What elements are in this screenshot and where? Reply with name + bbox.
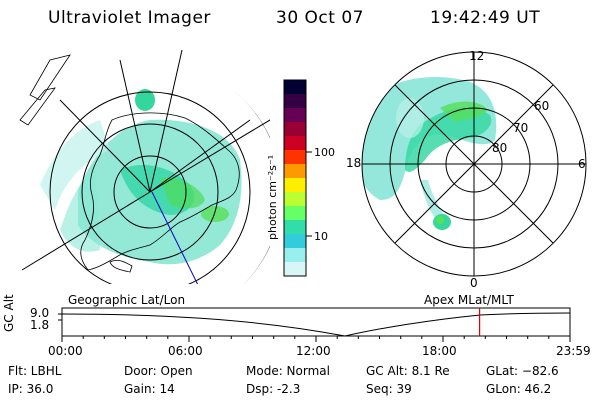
colorbar-cell xyxy=(284,164,306,179)
colorbar: 100 10 photon cm⁻²s⁻¹ xyxy=(266,79,335,277)
geographic-meridians xyxy=(21,49,270,271)
colorbar-cell xyxy=(284,192,306,207)
aurora-emission-mlt xyxy=(362,77,497,230)
geographic-map xyxy=(19,49,270,284)
glon-status: GLon: 46.2 xyxy=(486,382,552,396)
gc-alt-status: GC Alt: 8.1 Re xyxy=(366,364,450,378)
colorbar-unit-label: photon cm⁻²s⁻¹ xyxy=(266,155,279,240)
colorbar-cell xyxy=(284,136,306,151)
colorbar-cell xyxy=(284,220,306,235)
mlt-noon-label: 12 xyxy=(469,49,484,63)
instrument-title: Ultraviolet Imager xyxy=(48,8,211,28)
gc-alt-axis-label: GC Alt xyxy=(2,294,16,332)
ip-status: IP: 36.0 xyxy=(8,382,54,396)
door-status: Door: Open xyxy=(124,364,193,378)
x-tick-2359: 23:59 xyxy=(556,344,591,358)
x-tick-0000: 00:00 xyxy=(48,344,83,358)
colorbar-tick-100: 100 xyxy=(314,146,335,159)
apex-mlat-mlt-label: Apex MLat/MLT xyxy=(424,293,514,307)
y-tick-9: 9.0 xyxy=(30,306,50,320)
mlt-midnight-label: 0 xyxy=(470,276,478,290)
time-label: 19:42:49 UT xyxy=(430,8,541,28)
mlat-label-60: 60 xyxy=(534,99,549,113)
colorbar-cell xyxy=(284,80,306,95)
altitude-curve xyxy=(61,312,571,337)
x-tick-0600: 06:00 xyxy=(168,344,203,358)
colorbar-cell xyxy=(284,206,306,221)
mlat-label-70: 70 xyxy=(513,121,528,135)
x-tick-1800: 18:00 xyxy=(422,344,457,358)
colorbar-cell xyxy=(284,122,306,137)
coastline-outline xyxy=(19,54,240,273)
noon-meridian-line xyxy=(151,191,199,284)
altitude-timeline xyxy=(58,307,571,342)
mode-status: Mode: Normal xyxy=(246,364,330,378)
seq-status: Seq: 39 xyxy=(366,382,412,396)
aurora-emission-geographic xyxy=(40,89,242,265)
y-tick-1-8: 1.8 xyxy=(30,318,50,332)
mlt-polar-plot: 12 0 18 6 60 70 80 xyxy=(346,49,587,290)
gain-status: Gain: 14 xyxy=(124,382,175,396)
colorbar-cell xyxy=(284,94,306,109)
x-tick-1200: 12:00 xyxy=(296,344,331,358)
colorbar-cell xyxy=(284,248,306,263)
mlat-label-80: 80 xyxy=(492,141,507,155)
glat-status: GLat: −82.6 xyxy=(486,364,559,378)
filter-status: Flt: LBHL xyxy=(8,364,62,378)
colorbar-cell xyxy=(284,262,306,277)
colorbar-cell xyxy=(284,234,306,249)
mlt-dawn-label: 6 xyxy=(578,157,586,171)
colorbar-cell xyxy=(284,150,306,165)
colorbar-cell xyxy=(284,178,306,193)
dsp-status: Dsp: -2.3 xyxy=(246,382,301,396)
date-label: 30 Oct 07 xyxy=(276,8,364,28)
colorbar-tick-10: 10 xyxy=(314,230,328,243)
geographic-lat-lon-label: Geographic Lat/Lon xyxy=(68,293,186,307)
mlt-dusk-label: 18 xyxy=(346,156,361,170)
colorbar-cell xyxy=(284,108,306,123)
geographic-latitude-circles xyxy=(22,62,270,284)
